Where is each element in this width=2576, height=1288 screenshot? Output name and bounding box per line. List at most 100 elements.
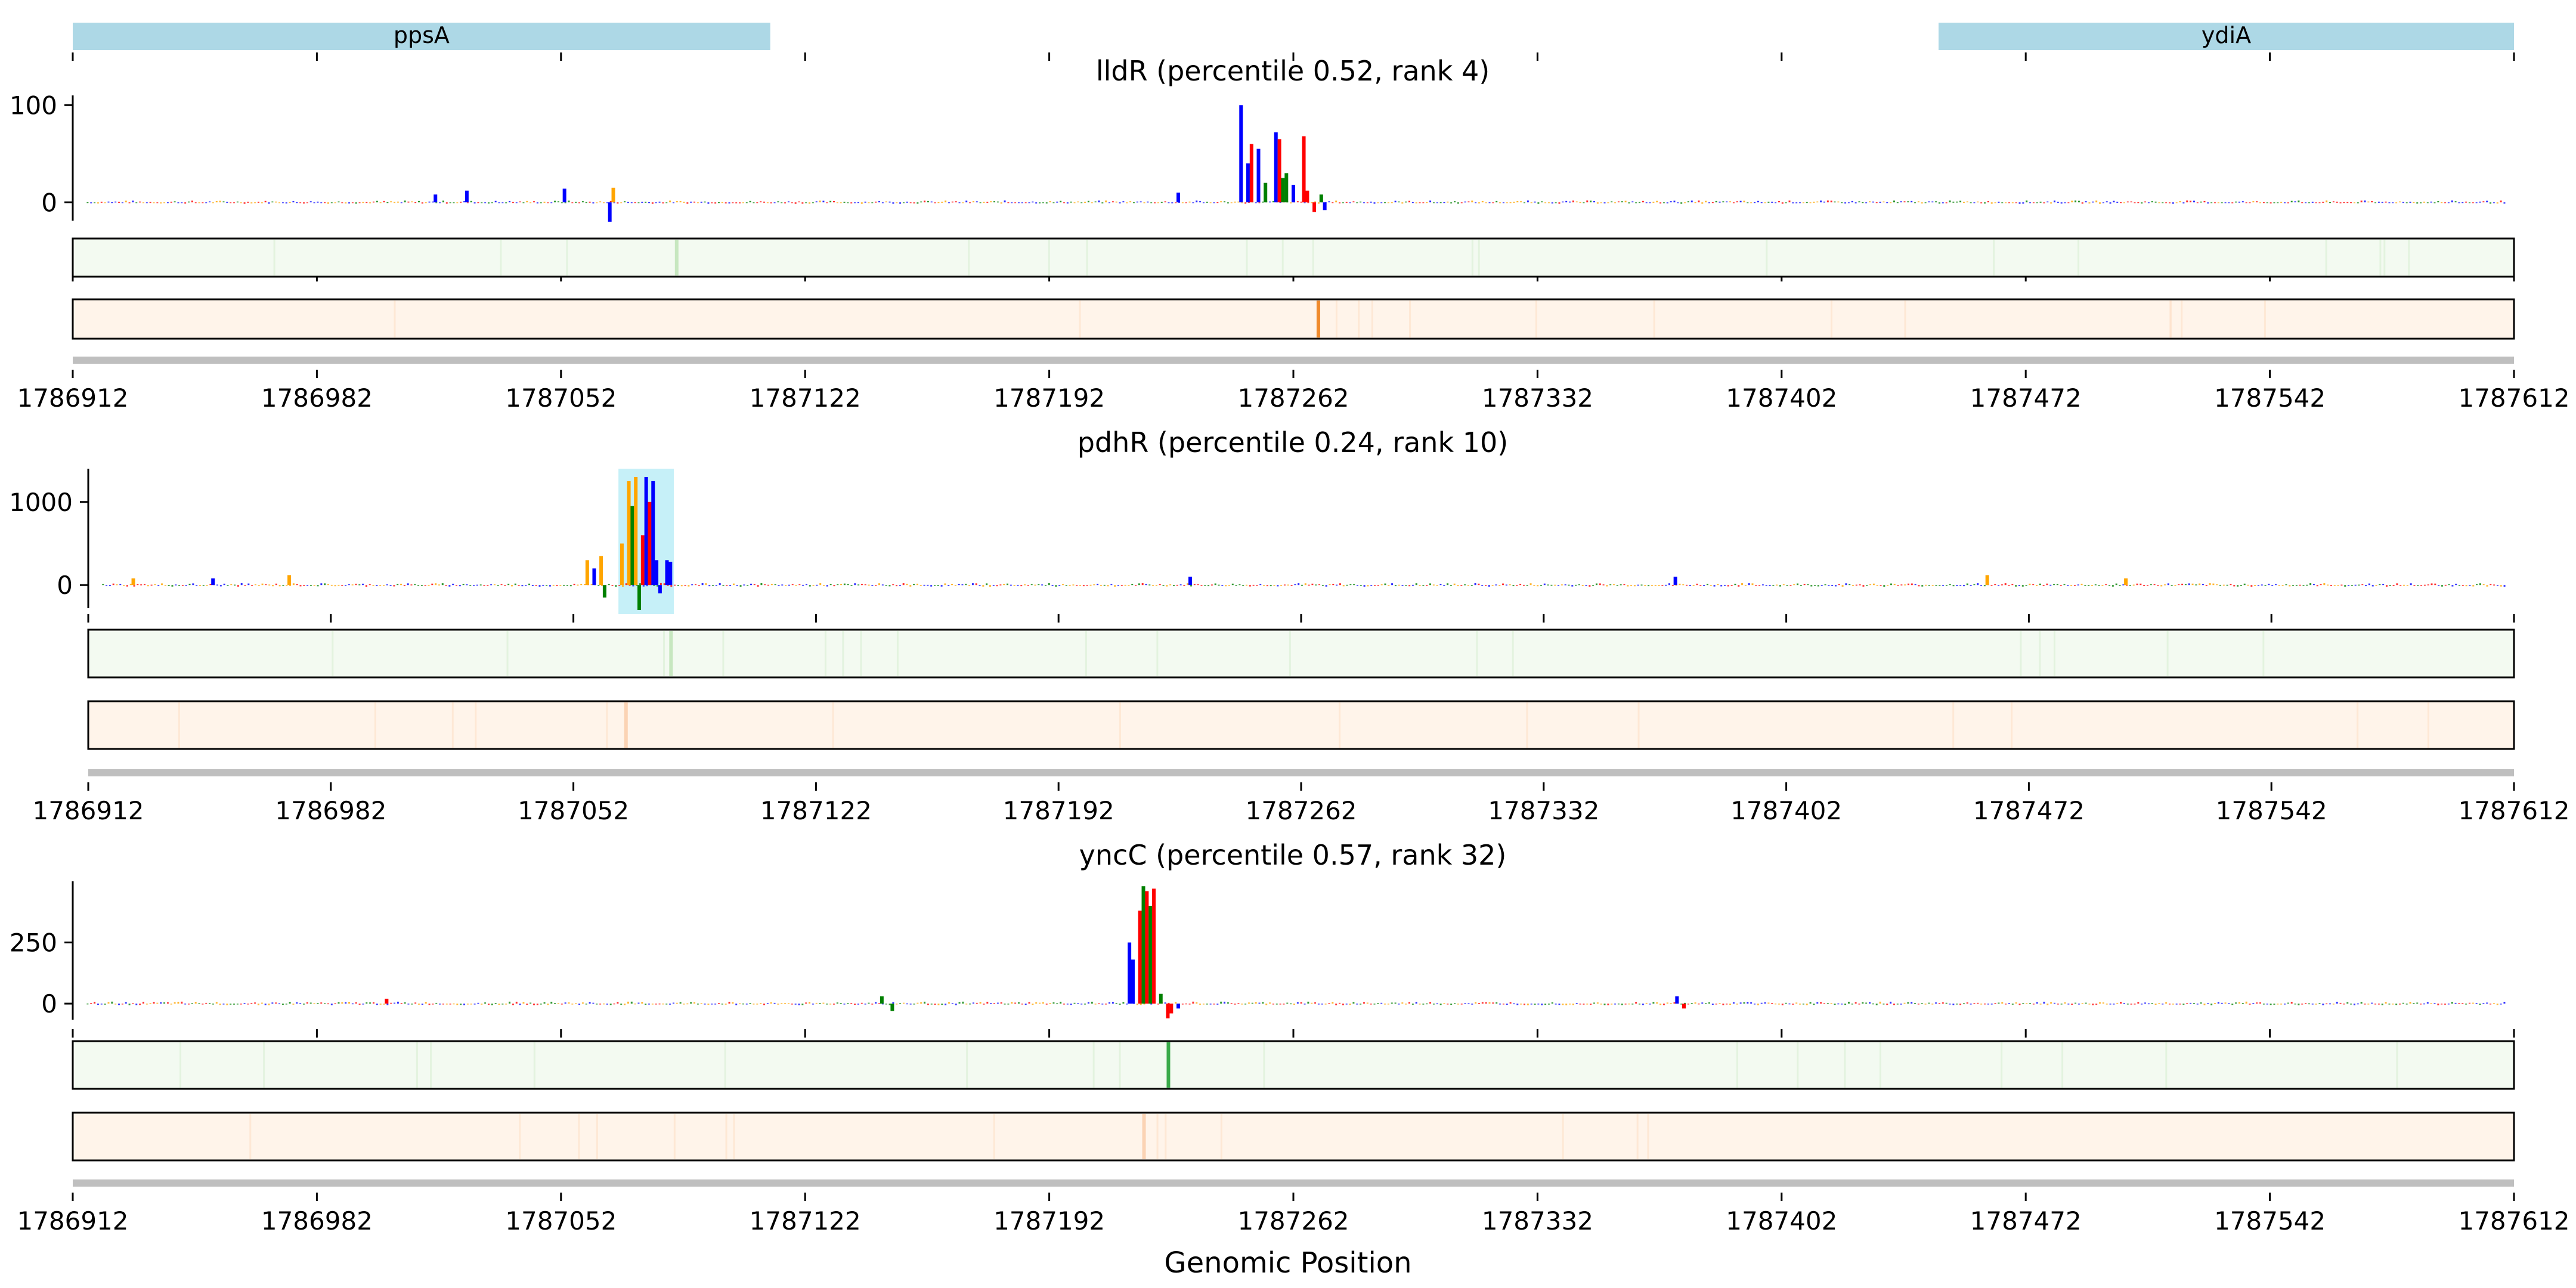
logo-noise	[1115, 202, 1117, 203]
motif-letter	[637, 585, 642, 611]
logo-noise	[2095, 200, 2098, 203]
logo-noise	[1844, 202, 1847, 204]
logo-noise	[1779, 585, 1781, 587]
logo-noise	[421, 1004, 423, 1005]
logo-noise	[1924, 202, 1927, 203]
logo-noise	[1649, 1004, 1651, 1005]
x-tick-label: 1787052	[505, 1206, 617, 1236]
logo-noise	[1346, 584, 1348, 586]
logo-noise	[1509, 584, 1511, 586]
logo-noise	[1654, 585, 1657, 586]
green-heat-cell	[2039, 631, 2041, 676]
motif-letter	[890, 1004, 894, 1011]
logo-noise	[2290, 200, 2293, 203]
logo-noise	[538, 585, 541, 587]
logo-noise	[338, 1002, 340, 1004]
logo-noise	[2099, 202, 2101, 204]
logo-noise	[1896, 1004, 1899, 1005]
logo-noise	[1537, 202, 1540, 204]
logo-noise	[2420, 202, 2422, 204]
logo-noise	[2060, 1004, 2063, 1005]
logo-noise	[917, 1002, 919, 1004]
logo-noise	[2134, 202, 2136, 203]
logo-noise	[2195, 584, 2197, 586]
logo-noise	[1751, 583, 1754, 586]
logo-noise	[611, 585, 614, 586]
green-heat-cell	[2396, 1042, 2398, 1088]
logo-noise	[1401, 202, 1404, 204]
logo-noise	[857, 202, 859, 203]
logo-noise	[1443, 1003, 1445, 1004]
logo-noise	[2032, 202, 2035, 203]
logo-noise	[1980, 1004, 1983, 1005]
motif-letter	[599, 556, 603, 586]
logo-noise	[1258, 202, 1261, 203]
logo-noise	[766, 1003, 769, 1004]
logo-noise	[1080, 202, 1083, 203]
logo-noise	[547, 1004, 549, 1005]
logo-noise	[1213, 202, 1215, 203]
green-heat-cell	[263, 1042, 265, 1088]
logo-noise	[2259, 202, 2262, 203]
logo-noise	[726, 585, 728, 586]
logo-noise	[2433, 1003, 2436, 1004]
logo-noise	[317, 585, 319, 587]
logo-noise	[1495, 584, 1497, 586]
logo-noise	[1775, 1003, 1777, 1005]
logo-noise	[507, 583, 510, 586]
logo-noise	[1208, 585, 1210, 587]
logo-noise	[1962, 585, 1965, 587]
logo-noise	[2423, 202, 2425, 203]
logo-noise	[1841, 585, 1844, 587]
logo-noise	[1384, 202, 1386, 203]
logo-noise	[394, 202, 396, 203]
logo-noise	[2311, 202, 2314, 203]
logo-noise	[533, 201, 535, 203]
logo-noise	[1896, 202, 1899, 203]
logo-noise	[1698, 1003, 1700, 1005]
logo-noise	[1851, 200, 1853, 203]
logo-noise	[278, 202, 281, 203]
logo-noise	[1628, 1003, 1630, 1005]
logo-noise	[826, 1004, 828, 1005]
logo-noise	[1738, 585, 1740, 587]
logo-noise	[1726, 1004, 1728, 1005]
logo-noise	[282, 585, 284, 586]
logo-noise	[625, 583, 627, 586]
green-heat-cell	[1085, 631, 1087, 676]
logo-noise	[641, 202, 643, 203]
logo-noise	[2332, 201, 2334, 203]
logo-noise	[1270, 585, 1272, 587]
logo-noise	[701, 583, 704, 586]
logo-noise	[1656, 200, 1658, 203]
logo-noise	[1391, 1002, 1393, 1004]
logo-noise	[2482, 1003, 2485, 1004]
logo-noise	[757, 585, 759, 587]
orange-heat-cell	[733, 1114, 735, 1159]
logo-noise	[2221, 202, 2223, 203]
logo-noise	[1837, 201, 1840, 203]
logo-noise	[1980, 202, 1983, 204]
logo-noise	[630, 202, 633, 203]
orange-heat-cell	[1156, 1114, 1159, 1159]
logo-noise	[2182, 1004, 2185, 1005]
logo-noise	[1192, 202, 1194, 203]
logo-noise	[1994, 1003, 1996, 1004]
logo-noise	[1614, 1004, 1617, 1005]
green-heat-cell	[966, 1042, 968, 1088]
logo-noise	[1506, 1004, 1508, 1005]
logo-noise	[881, 202, 884, 203]
orange-heat-cell	[2181, 301, 2183, 338]
logo-noise	[362, 202, 364, 203]
logo-noise	[2144, 1002, 2147, 1004]
logo-noise	[602, 202, 605, 203]
logo-noise	[466, 584, 468, 586]
logo-noise	[420, 585, 423, 586]
logo-noise	[1592, 585, 1594, 586]
logo-noise	[613, 1003, 615, 1005]
logo-noise	[878, 583, 881, 586]
logo-noise	[1603, 202, 1606, 204]
logo-noise	[330, 202, 333, 203]
logo-noise	[428, 1004, 431, 1005]
logo-noise	[116, 584, 118, 586]
